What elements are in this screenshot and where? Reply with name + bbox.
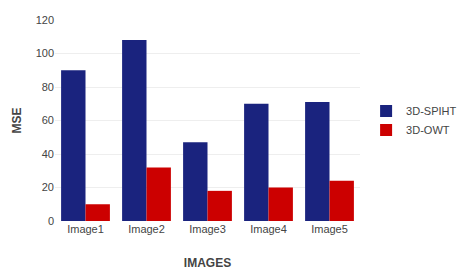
svg-text:MSE: MSE	[10, 107, 24, 133]
svg-text:20: 20	[42, 181, 54, 193]
svg-text:100: 100	[36, 47, 54, 59]
svg-text:3D-SPIHT: 3D-SPIHT	[406, 105, 456, 117]
svg-text:Image4: Image4	[250, 223, 287, 235]
svg-text:Image2: Image2	[128, 223, 165, 235]
svg-text:Image5: Image5	[311, 223, 348, 235]
svg-text:40: 40	[42, 148, 54, 160]
svg-text:Image3: Image3	[189, 223, 226, 235]
svg-text:60: 60	[42, 114, 54, 126]
svg-text:80: 80	[42, 81, 54, 93]
svg-text:IMAGES: IMAGES	[184, 256, 231, 270]
svg-text:Image1: Image1	[67, 223, 104, 235]
svg-text:3D-OWT: 3D-OWT	[406, 124, 450, 136]
svg-text:120: 120	[36, 14, 54, 26]
svg-text:0: 0	[48, 215, 54, 227]
